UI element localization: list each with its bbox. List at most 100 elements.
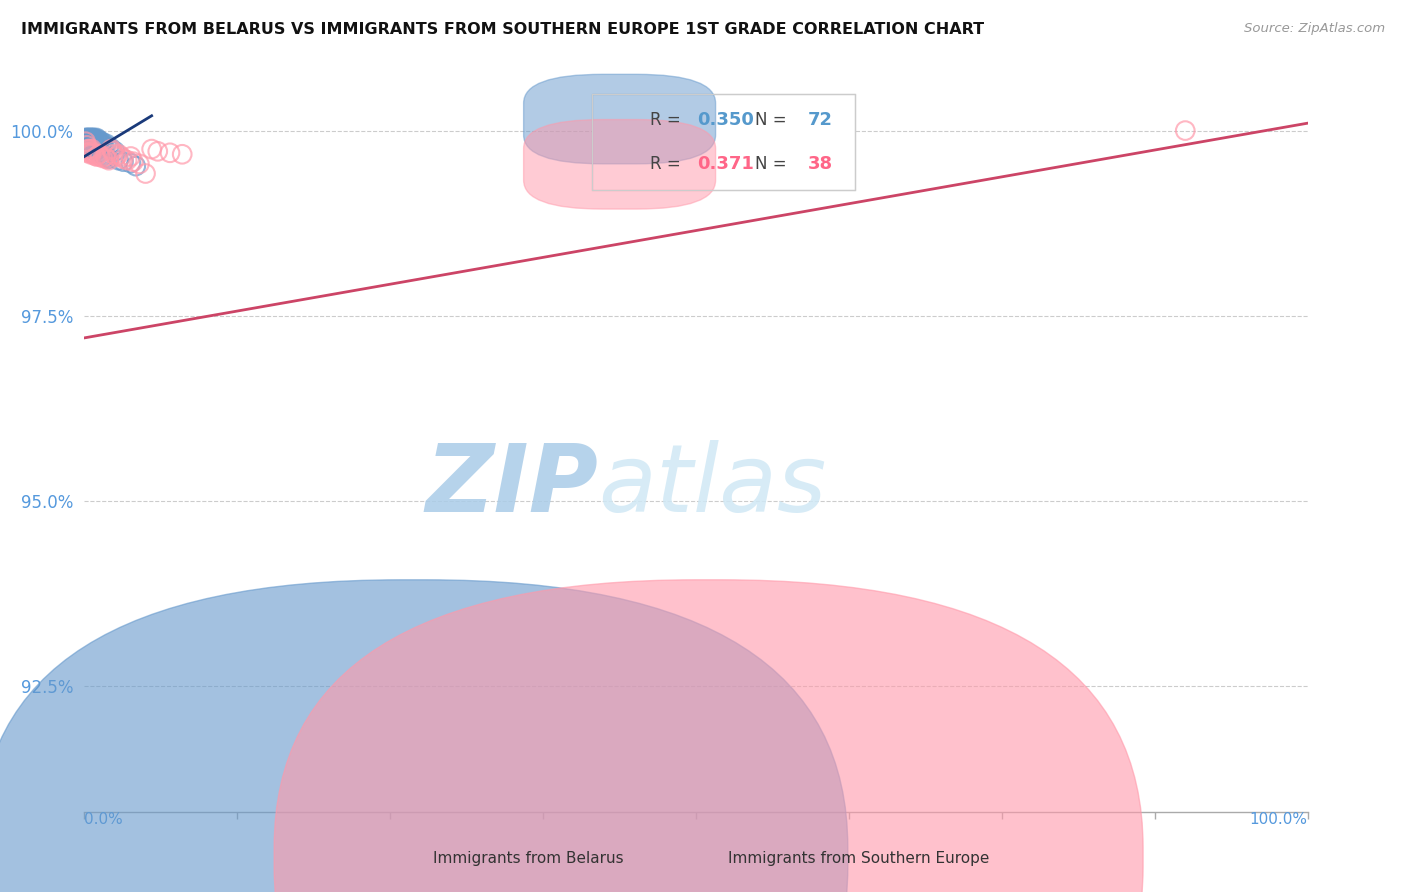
Point xyxy=(82,145,104,160)
Point xyxy=(104,145,127,159)
Point xyxy=(91,147,114,161)
Point xyxy=(86,134,108,148)
Point xyxy=(120,156,142,170)
Point xyxy=(79,147,101,161)
Point xyxy=(82,136,104,151)
Point xyxy=(97,152,120,166)
Point xyxy=(97,153,120,168)
Point xyxy=(77,132,100,146)
Point xyxy=(80,132,103,146)
Point xyxy=(96,150,118,164)
Point xyxy=(77,132,100,146)
Point xyxy=(86,141,108,155)
Point xyxy=(110,149,132,163)
Point xyxy=(77,134,100,148)
Point xyxy=(77,142,100,156)
Point xyxy=(82,141,104,155)
Point xyxy=(86,149,108,163)
Point xyxy=(76,132,98,146)
Point xyxy=(77,145,100,159)
Point xyxy=(76,131,98,145)
Text: 0.0%: 0.0% xyxy=(84,812,124,827)
Point xyxy=(80,140,103,154)
Point xyxy=(79,136,101,151)
Point xyxy=(75,135,97,149)
Point xyxy=(89,134,111,148)
Point xyxy=(112,154,135,169)
Point xyxy=(77,136,100,150)
Point xyxy=(79,145,101,160)
Point xyxy=(87,143,110,157)
Point xyxy=(89,149,111,163)
Point xyxy=(128,157,150,171)
Point xyxy=(172,147,194,161)
Point xyxy=(107,153,129,168)
Point xyxy=(91,151,114,165)
Point xyxy=(79,131,101,145)
Point xyxy=(77,138,100,153)
Point xyxy=(77,142,100,156)
Point xyxy=(84,144,107,158)
Point xyxy=(77,138,100,153)
Point xyxy=(97,140,120,154)
Point xyxy=(100,142,122,156)
Text: Immigrants from Belarus: Immigrants from Belarus xyxy=(433,851,624,865)
Point xyxy=(90,136,112,151)
Point xyxy=(87,145,110,159)
Point xyxy=(100,141,122,155)
Point xyxy=(96,136,118,151)
Point xyxy=(77,141,100,155)
Point xyxy=(84,132,107,146)
Point xyxy=(80,142,103,156)
Point xyxy=(76,136,98,150)
Point xyxy=(107,147,129,161)
Point xyxy=(77,136,100,151)
Point xyxy=(79,132,101,146)
Point xyxy=(79,135,101,149)
Point xyxy=(76,140,98,154)
Point xyxy=(86,131,108,145)
Text: Source: ZipAtlas.com: Source: ZipAtlas.com xyxy=(1244,22,1385,36)
Point xyxy=(76,136,98,151)
Point xyxy=(82,131,104,145)
Point xyxy=(77,131,100,145)
Point xyxy=(76,136,98,151)
Text: atlas: atlas xyxy=(598,441,827,532)
Point xyxy=(83,147,105,161)
Point xyxy=(80,136,103,151)
Point xyxy=(82,135,104,149)
Point xyxy=(83,135,105,149)
Point xyxy=(141,142,163,156)
Point xyxy=(83,142,105,156)
Point xyxy=(87,136,110,150)
Point xyxy=(120,149,142,163)
Text: 100.0%: 100.0% xyxy=(1250,812,1308,827)
Point xyxy=(84,149,107,163)
Point xyxy=(103,147,125,161)
Point xyxy=(89,145,111,160)
Point xyxy=(87,147,110,161)
Text: IMMIGRANTS FROM BELARUS VS IMMIGRANTS FROM SOUTHERN EUROPE 1ST GRADE CORRELATION: IMMIGRANTS FROM BELARUS VS IMMIGRANTS FR… xyxy=(21,22,984,37)
Point xyxy=(112,152,135,166)
Point xyxy=(75,132,97,146)
Point xyxy=(94,149,117,163)
Point xyxy=(77,131,100,145)
Point xyxy=(101,145,124,159)
Point xyxy=(79,140,101,154)
Point xyxy=(77,136,100,151)
Point xyxy=(76,134,98,148)
Point xyxy=(122,154,145,169)
Point xyxy=(105,149,128,163)
Point xyxy=(77,136,100,150)
Point xyxy=(115,153,138,168)
Point xyxy=(80,131,103,145)
Point xyxy=(96,152,118,166)
Point xyxy=(77,138,100,153)
Point xyxy=(125,159,148,173)
Point xyxy=(84,136,107,150)
Point xyxy=(77,145,100,160)
Point xyxy=(79,138,101,153)
Point xyxy=(93,149,115,163)
Point xyxy=(77,140,100,154)
Point xyxy=(135,167,157,181)
